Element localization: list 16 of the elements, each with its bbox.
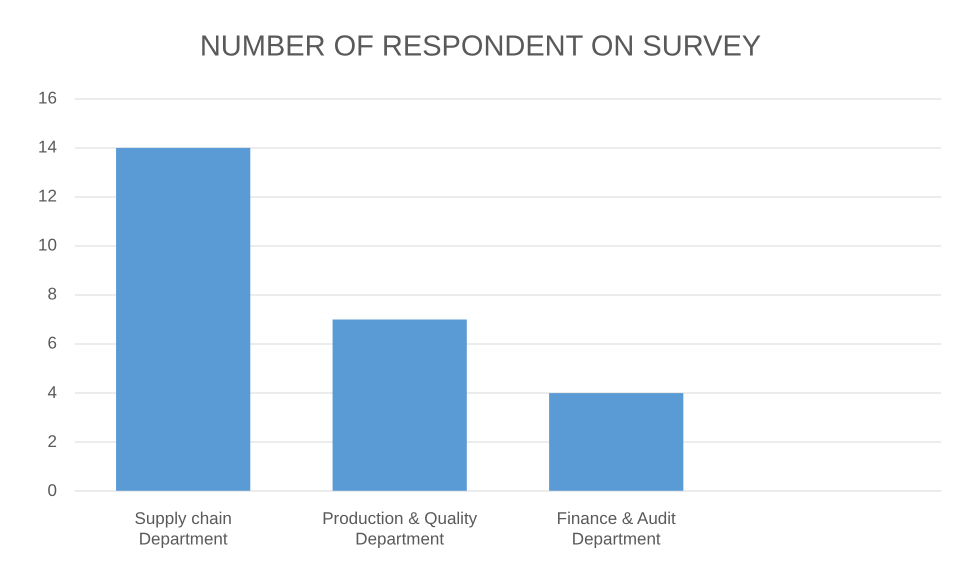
x-tick-label: Finance & Audit Department	[556, 509, 676, 548]
y-tick-label: 6	[47, 334, 57, 353]
x-tick-label: Supply chain Department	[134, 509, 232, 548]
y-tick-label: 2	[47, 432, 57, 451]
y-tick-label: 0	[47, 480, 57, 500]
bar	[116, 148, 250, 491]
x-tick-label: Production & Quality Department	[322, 509, 478, 548]
bar	[549, 393, 684, 491]
y-tick-label: 4	[47, 382, 57, 402]
y-tick-label: 16	[38, 88, 57, 108]
y-tick-label: 8	[47, 284, 57, 304]
y-tick-label: 14	[38, 138, 57, 157]
y-tick-label: 10	[38, 236, 57, 255]
bar	[332, 320, 467, 491]
chart-title: NUMBER OF RESPONDENT ON SURVEY	[200, 30, 762, 62]
y-tick-label: 12	[38, 186, 57, 206]
